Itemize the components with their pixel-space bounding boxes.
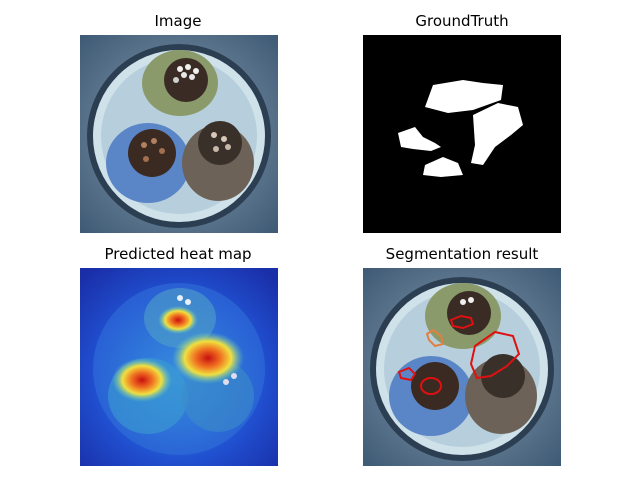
heat-hotspot-left: [112, 358, 172, 402]
groundtruth-panel: [363, 35, 561, 233]
heat-hotspot-top: [158, 306, 198, 334]
groundtruth-mask: [363, 35, 561, 233]
mask-region-top: [425, 80, 503, 113]
mask-region-left: [398, 127, 441, 151]
image-panel-title: Image: [154, 12, 202, 30]
image-panel: [80, 35, 278, 233]
heatmap-panel-title: Predicted heat map: [104, 245, 252, 263]
contour-left: [397, 366, 417, 382]
segmentation-panel-title: Segmentation result: [385, 245, 539, 263]
mask-region-bottom: [423, 157, 463, 177]
contour-top: [449, 314, 475, 330]
heatmap-panel: [80, 268, 278, 466]
segmentation-overlay: [363, 268, 561, 466]
heatmap-overlay: [80, 268, 278, 466]
mask-region-right: [471, 103, 523, 165]
contour-faint: [425, 328, 445, 348]
contour-right: [469, 330, 521, 380]
segmentation-panel: [363, 268, 561, 466]
groundtruth-panel-title: GroundTruth: [415, 12, 509, 30]
cable-photo: [80, 35, 278, 233]
heat-hotspot-right: [172, 332, 244, 384]
contour-bottom: [420, 377, 442, 395]
